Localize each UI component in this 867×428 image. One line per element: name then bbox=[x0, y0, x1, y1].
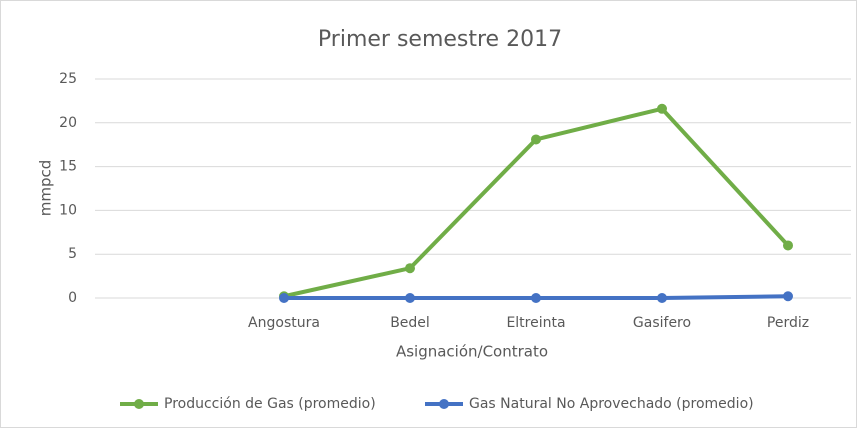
point-marker bbox=[531, 293, 541, 303]
y-tick-label: 15 bbox=[59, 159, 77, 175]
x-tick-label: Perdiz bbox=[767, 315, 809, 331]
x-tick-label: Bedel bbox=[390, 315, 430, 331]
legend-marker bbox=[439, 399, 449, 409]
y-tick-label: 0 bbox=[68, 290, 77, 306]
legend-label: Producción de Gas (promedio) bbox=[164, 396, 376, 412]
y-tick-label: 5 bbox=[68, 246, 77, 262]
legend-label: Gas Natural No Aprovechado (promedio) bbox=[469, 396, 754, 412]
x-tick-label: Eltreinta bbox=[506, 315, 565, 331]
y-tick-label: 10 bbox=[59, 202, 77, 218]
y-axis-label: mmpcd bbox=[37, 160, 55, 217]
point-marker bbox=[657, 293, 667, 303]
point-marker bbox=[531, 134, 541, 145]
x-tick-label: Gasifero bbox=[633, 315, 691, 331]
point-marker bbox=[405, 263, 415, 274]
legend-marker bbox=[134, 399, 144, 409]
point-marker bbox=[279, 293, 289, 303]
point-marker bbox=[783, 291, 793, 302]
point-marker bbox=[783, 240, 793, 251]
x-axis-label: Asignación/Contrato bbox=[396, 343, 548, 361]
y-tick-label: 25 bbox=[59, 71, 77, 87]
chart-title: Primer semestre 2017 bbox=[318, 27, 562, 52]
y-tick-label: 20 bbox=[59, 115, 77, 131]
x-tick-label: Angostura bbox=[248, 315, 320, 331]
point-marker bbox=[405, 293, 415, 303]
point-marker bbox=[657, 103, 667, 114]
